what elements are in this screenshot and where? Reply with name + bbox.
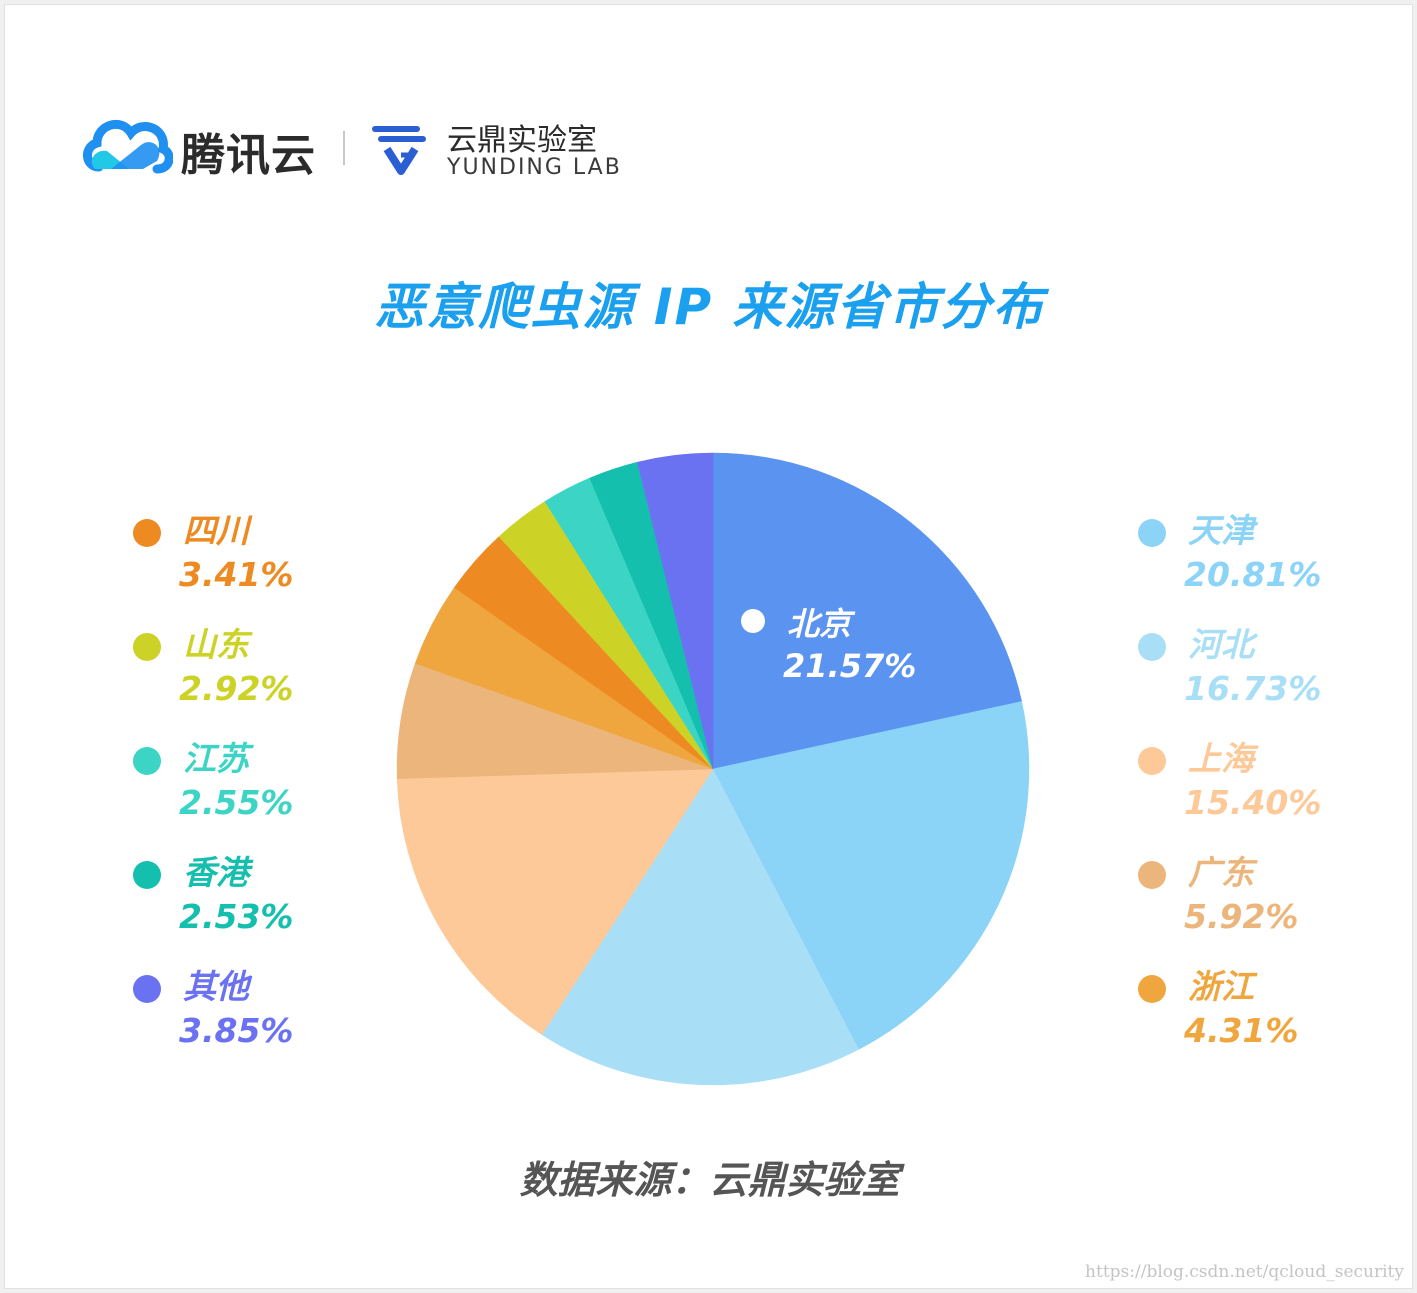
- legend-dot-icon: [133, 747, 161, 775]
- legend-item-right-4: 浙江 4.31%: [1138, 965, 1378, 1079]
- legend-value: 2.53%: [179, 897, 294, 936]
- pie-slice-10: [636, 452, 714, 770]
- legend-value: 3.85%: [179, 1011, 294, 1050]
- legend-value: 2.55%: [179, 783, 294, 822]
- lab-name: 云鼎实验室: [447, 123, 597, 158]
- chart-title: 恶意爬虫源 IP 来源省市分布: [374, 278, 1045, 336]
- legend-dot-icon: [1138, 975, 1166, 1003]
- legend-name: 香港: [183, 853, 249, 892]
- pie-slice-2: [541, 768, 859, 1086]
- legend-name: 广东: [1188, 853, 1254, 892]
- legend-item-right-2: 上海 15.40%: [1138, 737, 1378, 851]
- legend-value: 15.40%: [1184, 783, 1322, 822]
- legend-dot-icon: [133, 519, 161, 547]
- legend-item-right-0: 天津 20.81%: [1138, 509, 1378, 623]
- legend-dot-icon: [133, 975, 161, 1003]
- legend-name: 上海: [1188, 739, 1254, 778]
- inner-label-name: 北京: [787, 605, 856, 643]
- legend-item-left-3: 香港 2.53%: [133, 851, 373, 965]
- legend-name: 其他: [183, 967, 249, 1006]
- brand-name: 腾讯云: [181, 130, 316, 181]
- legend-name: 江苏: [183, 739, 249, 778]
- legend-item-left-4: 其他 3.85%: [133, 965, 373, 1079]
- legend-name: 天津: [1188, 511, 1254, 550]
- logo-row: 腾讯云 云鼎实验室 YUNDING LAB: [81, 111, 681, 191]
- tencent-cloud-logo-icon: [83, 119, 173, 174]
- legend-dot-icon: [1138, 633, 1166, 661]
- logo-divider: [343, 131, 345, 165]
- legend-dot-icon: [133, 633, 161, 661]
- pie-slice-0: [712, 452, 1022, 770]
- infographic-page: 腾讯云 云鼎实验室 YUNDING LAB 恶意爬虫源 IP 来源省市分布 北京…: [4, 4, 1413, 1289]
- legend-left: 四川 3.41% 山东 2.92% 江苏 2.55% 香港 2.53% 其他 3.85%: [133, 509, 373, 1079]
- legend-name: 山东: [183, 625, 249, 664]
- yunding-lab-logo-icon: [372, 126, 426, 175]
- pie-slice-1: [712, 701, 1030, 1050]
- legend-right: 天津 20.81% 河北 16.73% 上海 15.40% 广东 5.92% 浙江 4.31%: [1138, 509, 1378, 1079]
- legend-item-right-1: 河北 16.73%: [1138, 623, 1378, 737]
- legend-name: 河北: [1188, 625, 1254, 664]
- legend-dot-icon: [1138, 861, 1166, 889]
- legend-value: 4.31%: [1184, 1011, 1299, 1050]
- legend-name: 四川: [183, 511, 249, 550]
- pie-slice-3: [396, 768, 714, 1035]
- inner-label-value: 21.57%: [783, 647, 916, 685]
- legend-dot-icon: [1138, 747, 1166, 775]
- legend-value: 20.81%: [1184, 555, 1322, 594]
- legend-item-left-2: 江苏 2.55%: [133, 737, 373, 851]
- lab-name-en: YUNDING LAB: [447, 155, 622, 180]
- legend-value: 5.92%: [1184, 897, 1299, 936]
- legend-item-left-0: 四川 3.41%: [133, 509, 373, 623]
- legend-value: 3.41%: [179, 555, 294, 594]
- legend-value: 2.92%: [179, 669, 294, 708]
- source-note: 数据来源：云鼎实验室: [519, 1158, 900, 1202]
- watermark: https://blog.csdn.net/qcloud_security: [1085, 1262, 1404, 1282]
- legend-item-right-3: 广东 5.92%: [1138, 851, 1378, 965]
- pie-chart: 北京 21.57%: [396, 452, 1030, 1086]
- legend-item-left-1: 山东 2.92%: [133, 623, 373, 737]
- legend-dot-icon: [133, 861, 161, 889]
- legend-value: 16.73%: [1184, 669, 1322, 708]
- legend-name: 浙江: [1188, 967, 1254, 1006]
- inner-label-dot: [741, 609, 765, 633]
- legend-dot-icon: [1138, 519, 1166, 547]
